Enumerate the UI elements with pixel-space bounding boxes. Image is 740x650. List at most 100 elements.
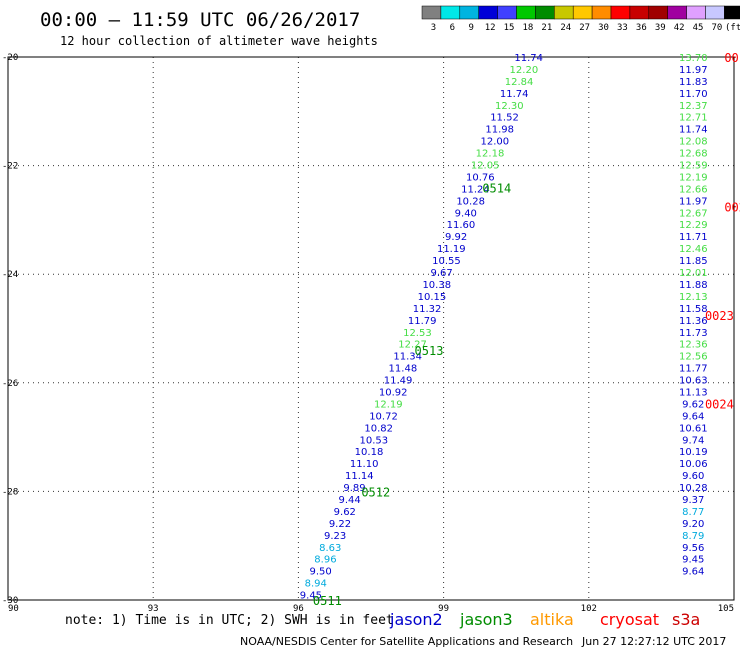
wave-height-label: 12.53: [403, 328, 432, 339]
wave-height-label: 11.48: [389, 364, 418, 375]
wave-height-label: 11.97: [679, 196, 708, 207]
wave-height-label: 12.68: [679, 149, 708, 160]
wave-height-label: 9.67: [430, 268, 452, 279]
colorbar-swatch: [459, 5, 479, 20]
colorbar-label: 21: [541, 23, 552, 33]
colorbar-swatch: [516, 5, 536, 20]
y-tick-label: -20: [2, 53, 18, 63]
colorbar-label: 42: [674, 23, 685, 33]
wave-height-label: 9.62: [334, 507, 356, 518]
pass-time-label: 00: [724, 51, 738, 65]
wave-height-label: 9.50: [309, 567, 331, 578]
legend-item-s3a: s3a: [672, 610, 700, 629]
wave-height-label: 11.79: [408, 316, 437, 327]
wave-height-label: 9.64: [682, 567, 704, 578]
wave-height-label: 8.96: [314, 555, 336, 566]
wave-height-label: 10.19: [679, 447, 708, 458]
wave-height-label: 8.77: [682, 507, 704, 518]
colorbar-swatch: [686, 5, 706, 20]
wave-height-label: 9.44: [339, 495, 361, 506]
wave-height-label: 10.82: [364, 423, 393, 434]
pass-time-label: 0513: [415, 344, 444, 358]
wave-height-label: 11.77: [679, 364, 708, 375]
wave-height-label: 9.60: [682, 471, 704, 482]
colorbar-label: (ft): [725, 23, 740, 33]
y-tick-label: -30: [2, 596, 18, 606]
wave-height-label: 11.13: [679, 387, 708, 398]
wave-height-label: 10.92: [379, 387, 408, 398]
pass-time-label: 0024: [705, 397, 734, 411]
colorbar-swatch: [667, 5, 687, 20]
wave-height-label: 9.92: [445, 232, 467, 243]
wave-height-label: 12.66: [679, 184, 708, 195]
colorbar-label: 18: [523, 23, 534, 33]
wave-height-label: 12.29: [679, 220, 708, 231]
wave-height-label: 10.63: [679, 376, 708, 387]
wave-height-label: 11.74: [679, 125, 708, 136]
wave-height-label: 12.56: [679, 352, 708, 363]
pass-time-labels: 0514 0513 0512 0511 00 0023 0023 0024: [313, 51, 740, 608]
wave-height-label: 12.67: [679, 208, 708, 219]
wave-height-label: 11.98: [485, 125, 514, 136]
wave-height-label: 10.38: [422, 280, 451, 291]
satellite-legend: jason2 jason3 altika cryosat s3a: [389, 610, 700, 629]
legend-item-altika: altika: [530, 610, 574, 629]
note-text: note: 1) Time is in UTC; 2) SWH is in fe…: [65, 613, 394, 628]
colorbar-swatch: [724, 5, 740, 20]
wave-height-label: 10.61: [679, 423, 708, 434]
colorbar-label: 12: [485, 23, 496, 33]
wave-height-label: 11.58: [679, 304, 708, 315]
wave-height-label: 8.79: [682, 531, 704, 542]
wave-height-label: 12.01: [679, 268, 708, 279]
wave-height-label: 10.06: [679, 459, 708, 470]
colorbar-swatch: [629, 5, 650, 20]
colorbar-label: 27: [579, 23, 590, 33]
x-tick-label: 93: [148, 604, 159, 614]
wave-height-label: 12.36: [679, 340, 708, 351]
x-tick-label: 105: [718, 604, 734, 614]
colorbar-label: 30: [598, 23, 609, 33]
wave-height-label: 11.49: [384, 376, 413, 387]
x-tick-label: 99: [438, 604, 449, 614]
wave-height-label: 11.24: [461, 184, 490, 195]
wave-height-label: 12.30: [495, 101, 524, 112]
wave-height-label: 9.89: [343, 483, 365, 494]
wave-height-label: 10.72: [369, 411, 398, 422]
y-tick-label: -24: [2, 270, 18, 280]
wave-height-label: 10.28: [679, 483, 708, 494]
wave-height-label: 12.13: [679, 292, 708, 303]
wave-height-label: 10.55: [432, 256, 461, 267]
wave-height-label: 11.88: [679, 280, 708, 291]
wave-height-label: 9.56: [682, 543, 704, 554]
y-tick-label: -22: [2, 162, 18, 172]
wave-height-label: 13.70: [679, 53, 708, 64]
legend-item-jason2: jason2: [389, 610, 443, 629]
wave-height-label: 11.14: [345, 471, 374, 482]
colorbar-label: 70: [712, 23, 723, 33]
wave-height-label: 9.74: [682, 435, 704, 446]
colorbar-label: 15: [504, 23, 515, 33]
y-tick-label: -26: [2, 379, 18, 389]
wave-height-label: 8.94: [305, 579, 327, 590]
wave-height-label: 12.00: [481, 137, 510, 148]
colorbar-label: 3: [431, 23, 436, 33]
wave-height-label: 9.20: [682, 519, 704, 530]
wave-height-label: 11.34: [393, 352, 422, 363]
wave-height-label: 9.40: [455, 208, 477, 219]
legend-item-jason3: jason3: [459, 610, 513, 629]
wave-height-label: 11.74: [500, 89, 529, 100]
wave-height-label: 9.22: [329, 519, 351, 530]
wave-height-label: 12.18: [476, 149, 505, 160]
colorbar-swatch: [554, 5, 574, 20]
colorbar-label: 24: [560, 23, 571, 33]
colorbar-label: 6: [450, 23, 455, 33]
colorbar-swatch: [497, 5, 517, 20]
wave-height-label: 11.10: [350, 459, 379, 470]
wave-height-label: 11.85: [679, 256, 708, 267]
wave-height-label: 11.73: [679, 328, 708, 339]
wave-height-label: 12.84: [505, 77, 534, 88]
colorbar-swatch: [572, 5, 593, 20]
y-tick-label: -28: [2, 487, 18, 497]
